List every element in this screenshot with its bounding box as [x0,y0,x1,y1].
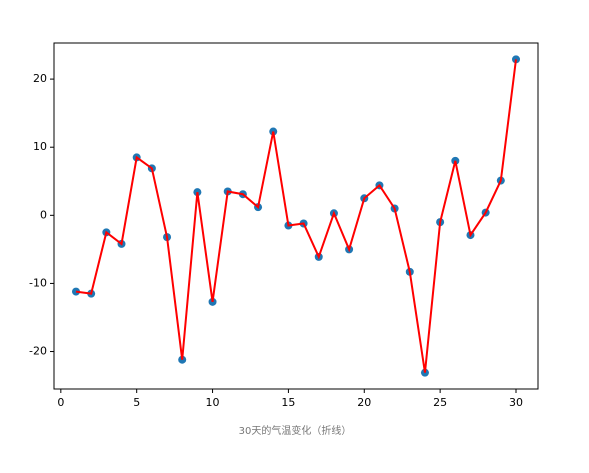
y-tick-label: 0 [40,208,47,221]
y-tick-label: 20 [33,72,47,85]
x-tick-label: 25 [433,396,447,409]
y-tick-label: 10 [33,140,47,153]
plot-frame [53,42,539,390]
x-tick-label: 15 [281,396,295,409]
x-tick-label: 10 [206,396,220,409]
caption: 30天的气温变化（折线） [239,424,352,437]
y-tick-label: -20 [29,345,47,358]
y-tick-label: -10 [29,276,47,289]
x-tick-label: 0 [57,396,64,409]
line [75,59,517,373]
x-tick-label: 5 [133,396,140,409]
x-tick-label: 20 [357,396,371,409]
x-tick-label: 30 [509,396,523,409]
